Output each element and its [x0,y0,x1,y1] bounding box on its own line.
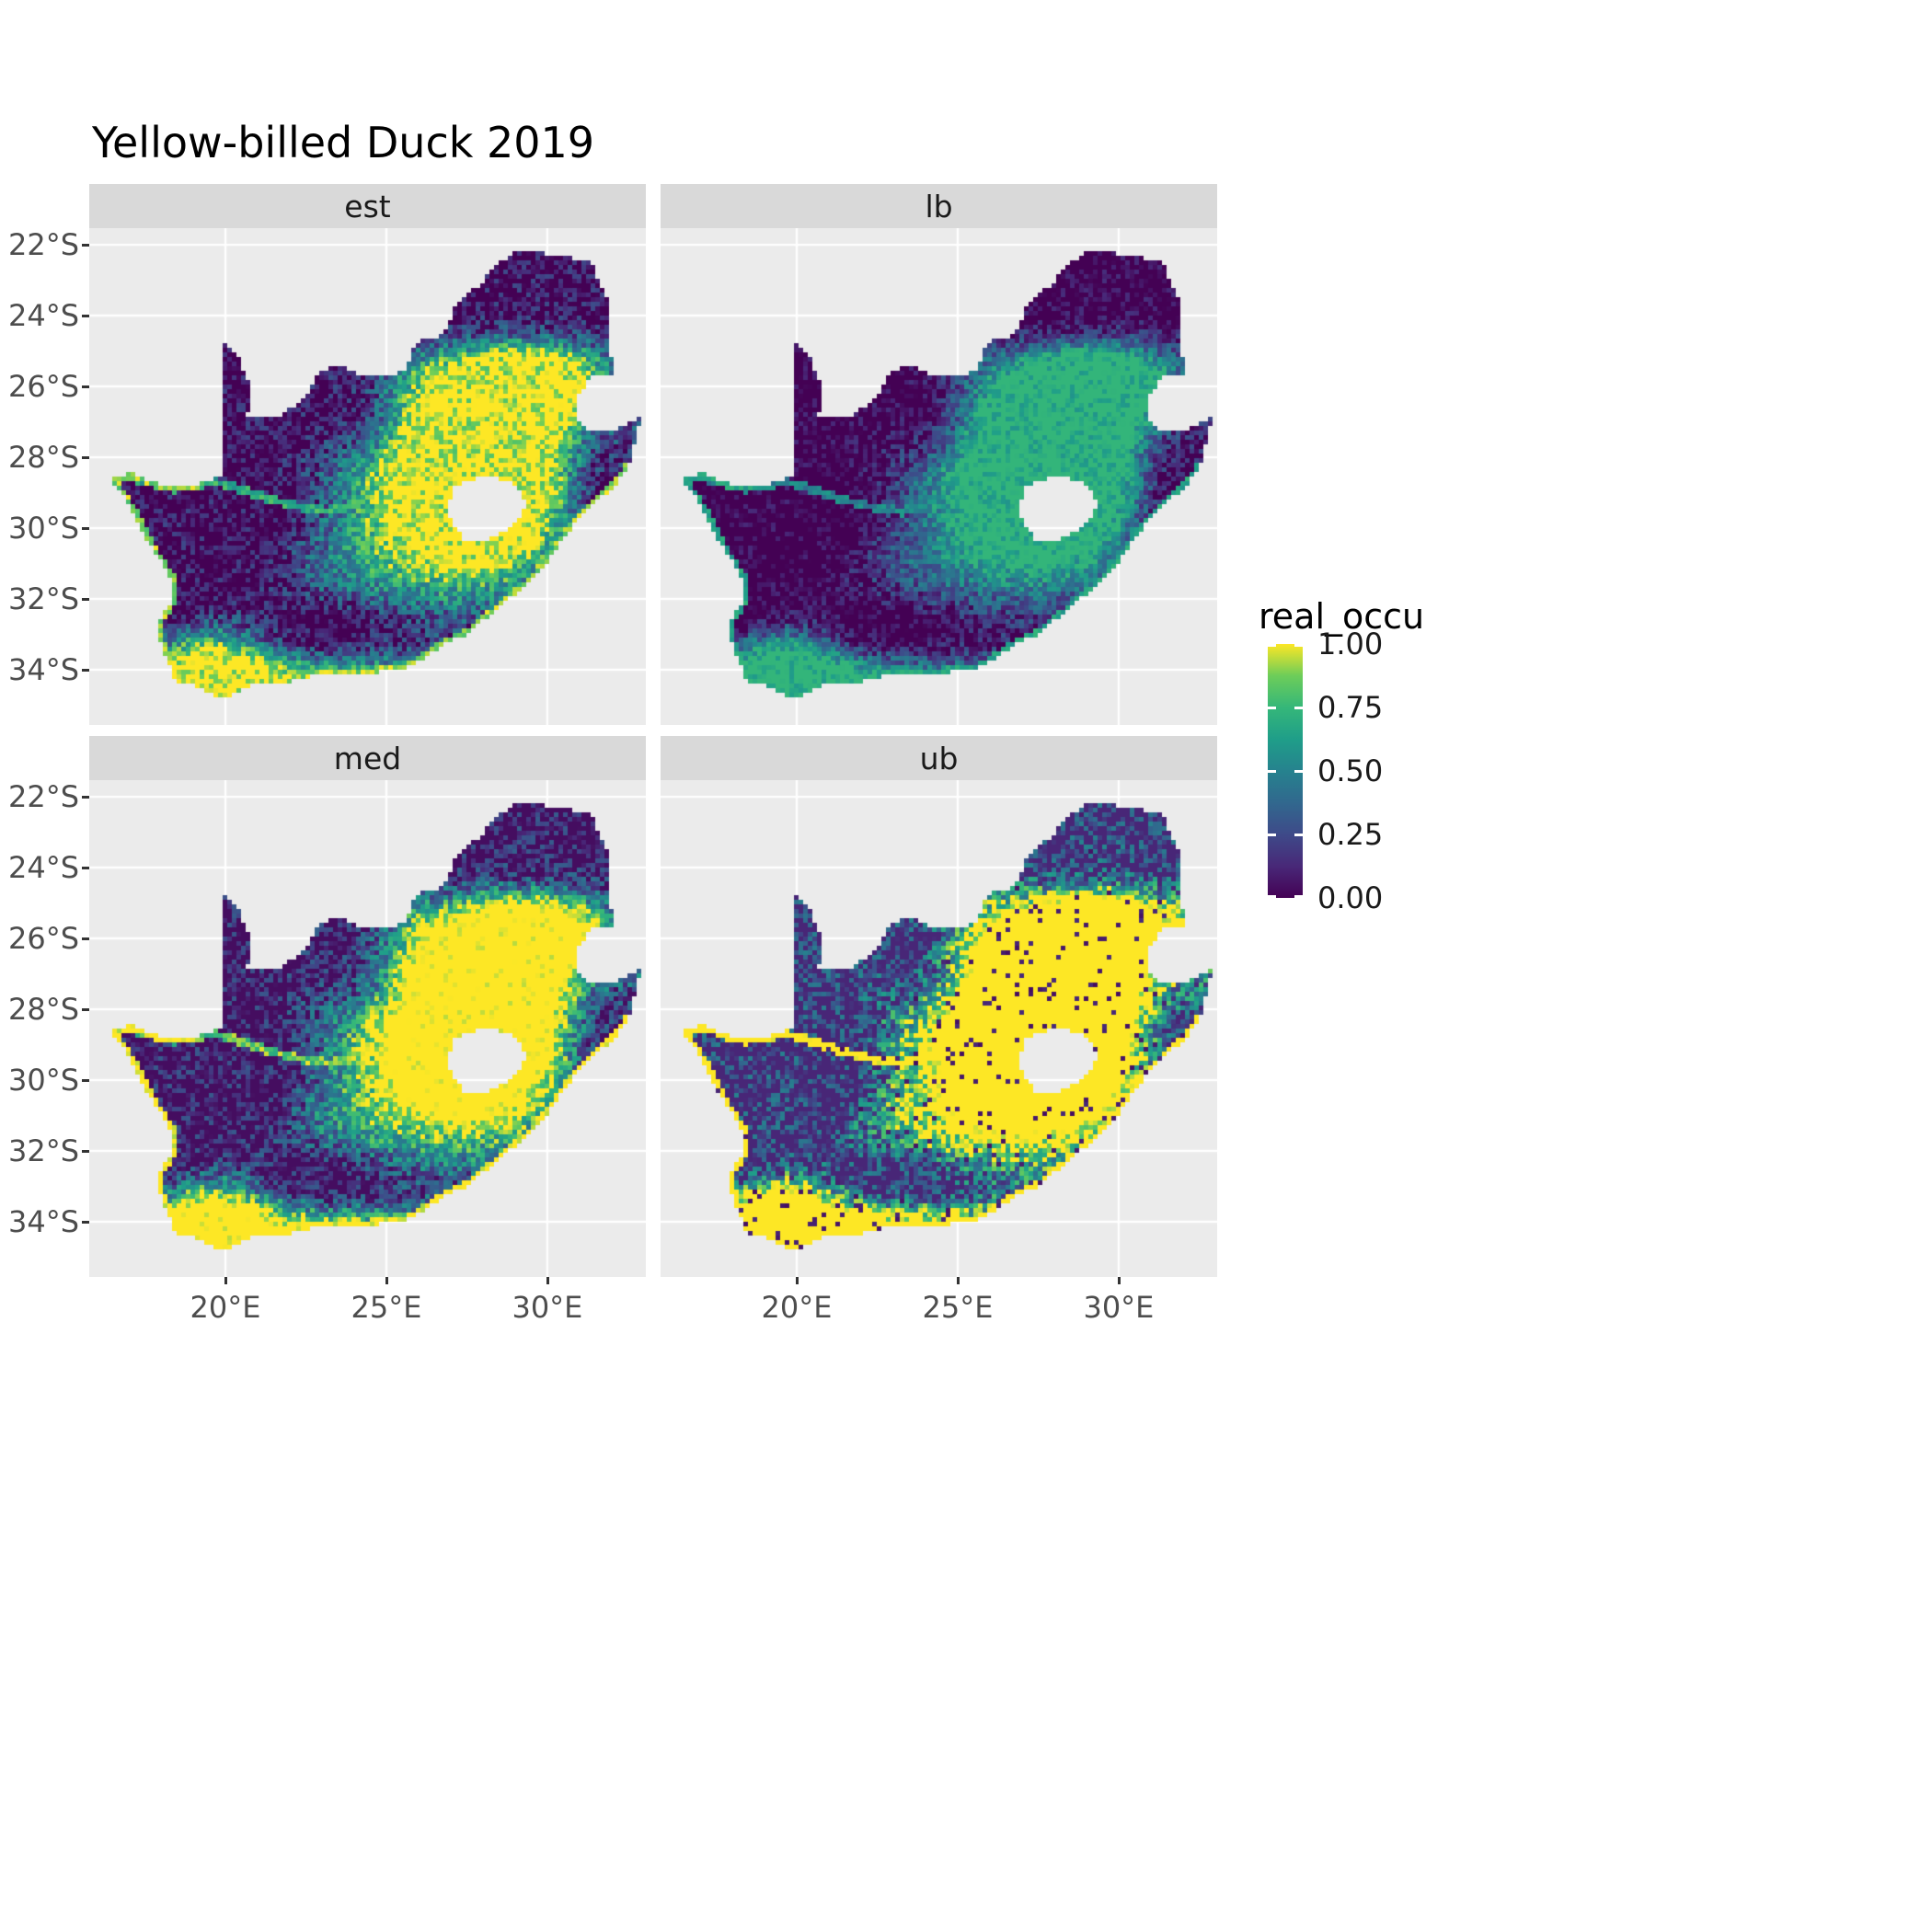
legend-tick-label: 0.25 [1317,817,1384,852]
y-axis-tick-mark [82,937,89,941]
y-axis-tick-label: 24°S [7,850,79,886]
legend-tick-label: 0.50 [1317,753,1384,788]
y-axis-tick-mark [82,668,89,672]
facet-strip-est: est [89,184,646,228]
y-axis-tick-label: 28°S [7,992,79,1028]
y-axis-tick-mark [82,315,89,318]
y-axis-tick-mark [82,796,89,799]
facet-strip-med: med [89,736,646,780]
map-panel-med [89,780,646,1277]
legend-tick-mark [1294,770,1303,773]
legend-tick-label: 0.75 [1317,690,1384,725]
y-axis-tick-label: 32°S [7,1133,79,1168]
y-axis-tick-label: 24°S [7,298,79,334]
x-axis-tick-mark [1117,1277,1121,1284]
legend-tick-mark [1268,895,1276,898]
legend-tick-mark [1268,834,1276,836]
y-axis-tick-label: 34°S [7,651,79,687]
y-axis-tick-label: 30°S [7,511,79,546]
y-axis-tick-label: 30°S [7,1063,79,1098]
y-axis-tick-mark [82,527,89,530]
x-axis-tick-label: 25°E [351,1290,422,1325]
y-axis-tick-label: 26°S [7,921,79,957]
facet-label-ub: ub [919,740,959,776]
legend-tick-mark [1268,770,1276,773]
facet-label-med: med [333,740,402,776]
x-axis-tick-mark [796,1277,799,1284]
x-axis-tick-mark [956,1277,960,1284]
legend-tick-mark [1294,834,1303,836]
y-axis-tick-mark [82,456,89,460]
x-axis-tick-mark [546,1277,549,1284]
y-axis-tick-mark [82,1220,89,1224]
legend-tick-mark [1268,707,1276,709]
y-axis-tick-label: 32°S [7,581,79,616]
legend-tick-label: 1.00 [1317,627,1384,661]
y-axis-tick-mark [82,867,89,870]
legend-tick-mark [1294,707,1303,709]
map-panel-ub [661,780,1217,1277]
y-axis-tick-mark [82,597,89,601]
legend-tick-mark [1294,895,1303,898]
map-panel-est [89,228,646,725]
legend-tick-label: 0.00 [1317,880,1384,915]
x-axis-tick-mark [385,1277,388,1284]
facet-label-est: est [344,188,391,224]
y-axis-tick-label: 26°S [7,369,79,405]
facet-label-lb: lb [925,188,953,224]
y-axis-tick-label: 34°S [7,1203,79,1239]
y-axis-tick-label: 22°S [7,227,79,263]
y-axis-tick-mark [82,244,89,247]
legend-title: real_occu [1259,596,1425,637]
x-axis-tick-label: 25°E [922,1290,994,1325]
facet-strip-lb: lb [661,184,1217,228]
y-axis-tick-mark [82,1008,89,1012]
x-axis-tick-mark [224,1277,227,1284]
x-axis-tick-label: 20°E [190,1290,261,1325]
map-panel-lb [661,228,1217,725]
facet-strip-ub: ub [661,736,1217,780]
y-axis-tick-label: 28°S [7,440,79,476]
x-axis-tick-label: 30°E [512,1290,583,1325]
y-axis-tick-label: 22°S [7,779,79,815]
y-axis-tick-mark [82,1149,89,1153]
y-axis-tick-mark [82,1079,89,1082]
x-axis-tick-label: 20°E [761,1290,833,1325]
x-axis-tick-label: 30°E [1083,1290,1155,1325]
chart-title: Yellow-billed Duck 2019 [92,118,595,167]
legend-tick-mark [1294,644,1303,647]
y-axis-tick-mark [82,385,89,389]
legend-tick-mark [1268,644,1276,647]
